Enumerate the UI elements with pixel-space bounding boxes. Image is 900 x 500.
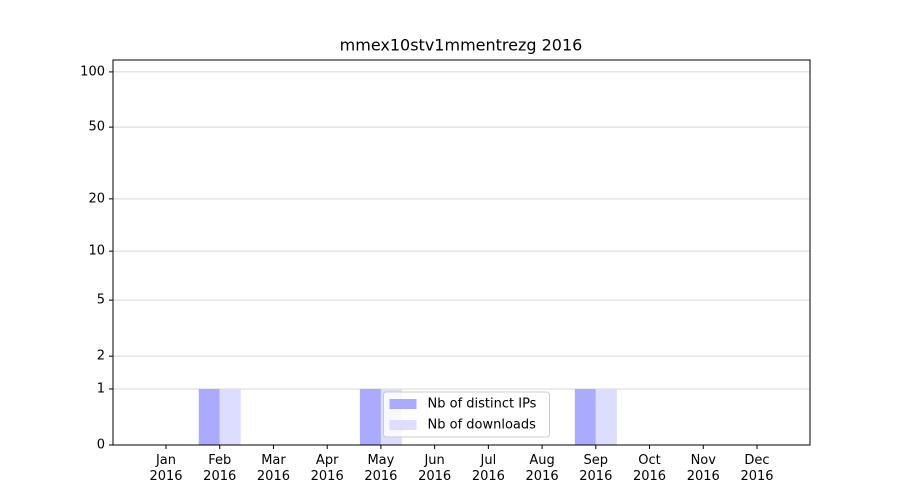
bar [359, 388, 381, 445]
x-tick-label: Feb 2016 [203, 453, 237, 484]
y-tick-label: 0 [97, 438, 105, 453]
x-tick-label: Oct 2016 [632, 453, 667, 484]
x-tick-label: Apr 2016 [310, 453, 344, 484]
x-tick-label: Mar 2016 [256, 453, 290, 484]
y-tick-label: 100 [80, 64, 105, 79]
plot-frame [112, 59, 811, 446]
legend-swatch [389, 420, 417, 430]
legend: Nb of distinct IPs Nb of downloads [383, 391, 550, 438]
legend-label: Nb of distinct IPs [428, 397, 537, 412]
bar [198, 388, 220, 445]
legend-label: Nb of downloads [428, 418, 537, 433]
y-tick-label: 2 [97, 349, 105, 364]
chart-title: mmex10stv1mmentrezg 2016 [340, 36, 583, 55]
legend-box [383, 391, 550, 438]
bar [219, 388, 241, 445]
y-tick-label: 20 [88, 191, 105, 206]
x-tick-label: Jul 2016 [471, 453, 505, 484]
y-tick-label: 10 [88, 244, 105, 259]
x-tick-label: May 2016 [364, 453, 398, 484]
x-tick-label: Dec 2016 [740, 453, 774, 484]
bar [595, 388, 617, 445]
x-tick-label: Sep 2016 [579, 453, 613, 484]
y-tick-label: 1 [97, 381, 105, 396]
y-tick-label: 50 [88, 120, 105, 135]
x-tick-label: Nov 2016 [686, 453, 720, 484]
x-tick-label: Jun 2016 [418, 453, 452, 484]
x-tick-label: Aug 2016 [525, 453, 559, 484]
y-tick-label: 5 [97, 293, 105, 308]
legend-swatch [389, 399, 417, 409]
bar [574, 388, 596, 445]
x-tick-label: Jan 2016 [149, 453, 183, 484]
